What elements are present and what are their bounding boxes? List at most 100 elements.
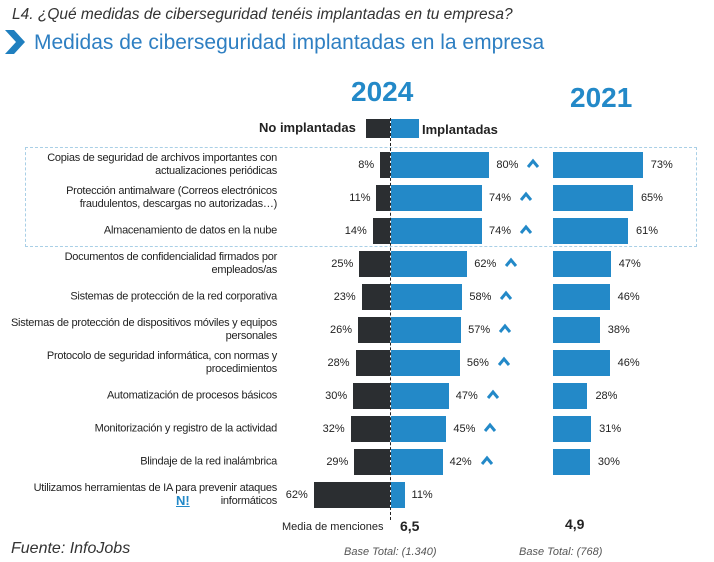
bar-implantadas-2021	[553, 416, 592, 442]
bar-implantadas-2021	[553, 284, 610, 310]
bar-no-implantadas	[353, 383, 390, 409]
value-no-implantadas: 14%	[344, 225, 367, 237]
value-implantadas-2024: 80%	[496, 159, 519, 171]
bar-implantadas-2024	[391, 251, 468, 277]
value-no-implantadas: 26%	[330, 324, 353, 336]
value-implantadas-2021: 30%	[597, 456, 620, 468]
value-no-implantadas: 29%	[326, 456, 349, 468]
row-label: Blindaje de la red inalámbrica	[140, 455, 277, 468]
year-2021: 2021	[570, 82, 633, 113]
bar-implantadas-2021	[553, 449, 590, 475]
bar-implantadas-2024	[391, 218, 483, 244]
chevron-right-icon	[5, 30, 25, 54]
bar-implantadas-2021	[553, 317, 600, 343]
row-label: Documentos de confidencialidad firmados …	[64, 251, 278, 276]
question-text: L4. ¿Qué medidas de ciberseguridad tenéi…	[12, 6, 513, 23]
legend-no-implantadas: No implantadas	[259, 120, 356, 135]
chevron-up-icon	[499, 323, 512, 333]
value-implantadas-2024: 56%	[466, 357, 489, 369]
bar-implantadas-2024	[391, 350, 460, 376]
bar-no-implantadas	[372, 218, 390, 244]
row-label: Protocolo de seguridad informática, con …	[46, 350, 277, 375]
bar-implantadas-2024	[391, 449, 443, 475]
chart-title: Medidas de ciberseguridad implantadas en…	[34, 31, 545, 54]
chevron-up-icon	[520, 191, 533, 201]
legend-swatch-dark	[366, 119, 390, 138]
value-no-implantadas: 32%	[322, 423, 345, 435]
bar-no-implantadas	[380, 152, 390, 178]
value-implantadas-2024: 47%	[455, 390, 478, 402]
value-implantadas-2021: 46%	[617, 357, 640, 369]
chevron-up-icon	[520, 224, 533, 234]
bar-no-implantadas	[361, 284, 390, 310]
value-no-implantadas: 30%	[325, 390, 348, 402]
value-no-implantadas: 62%	[285, 489, 308, 501]
bar-implantadas-2021	[553, 350, 610, 376]
bar-implantadas-2021	[553, 152, 643, 178]
value-no-implantadas: 11%	[349, 192, 371, 204]
value-implantadas-2024: 57%	[468, 324, 491, 336]
chevron-up-icon	[486, 389, 499, 399]
bar-no-implantadas	[355, 350, 390, 376]
chevron-up-icon	[527, 158, 540, 168]
row-label: Automatización de procesos básicos	[106, 389, 277, 402]
row-label: Copias de seguridad de archivos importan…	[47, 152, 277, 177]
media-2024: 6,5	[400, 518, 420, 534]
bar-no-implantadas	[359, 251, 390, 277]
bar-no-implantadas	[358, 317, 390, 343]
year-2024: 2024	[351, 76, 414, 107]
value-implantadas-2024: 74%	[489, 192, 512, 204]
value-implantadas-2021: 38%	[607, 324, 630, 336]
bar-no-implantadas	[376, 185, 390, 211]
bar-implantadas-2024	[391, 383, 449, 409]
value-implantadas-2021: 61%	[636, 225, 659, 237]
bar-no-implantadas	[350, 416, 390, 442]
value-implantadas-2021: 73%	[650, 159, 673, 171]
row-label: Sistemas de protección de dispositivos m…	[10, 317, 277, 342]
chevron-up-icon	[497, 356, 510, 366]
value-implantadas-2021: 31%	[599, 423, 622, 435]
bar-implantadas-2021	[553, 218, 629, 244]
chevron-up-icon	[505, 257, 518, 267]
row-label: Utilizamos herramientas de IA para preve…	[33, 482, 278, 507]
chevron-up-icon	[500, 290, 513, 300]
legend-implantadas: Implantadas	[422, 122, 498, 137]
bar-implantadas-2024	[391, 482, 405, 508]
center-axis	[390, 118, 391, 520]
bar-implantadas-2021	[553, 185, 633, 211]
new-badge: N!	[176, 493, 190, 508]
row-label: Sistemas de protección de la red corpora…	[70, 290, 277, 303]
bar-implantadas-2024	[391, 152, 490, 178]
value-implantadas-2021: 28%	[595, 390, 618, 402]
media-label: Media de menciones	[282, 521, 384, 533]
value-implantadas-2024: 62%	[474, 258, 497, 270]
value-implantadas-2021: 65%	[640, 192, 663, 204]
legend-swatch-blue	[391, 119, 419, 138]
bar-implantadas-2024	[391, 284, 463, 310]
bar-implantadas-2021	[553, 383, 588, 409]
media-2021: 4,9	[565, 516, 585, 532]
bar-implantadas-2024	[391, 317, 462, 343]
row-label: Protección antimalware (Correos electrón…	[66, 185, 277, 210]
row-label: Monitorización y registro de la activida…	[94, 422, 278, 435]
chevron-up-icon	[480, 455, 493, 465]
bar-implantadas-2024	[391, 416, 447, 442]
chevron-up-icon	[484, 422, 497, 432]
base-2021: Base Total: (768)	[519, 546, 603, 558]
value-no-implantadas: 28%	[327, 357, 350, 369]
row-label: Almacenamiento de datos en la nube	[103, 224, 277, 237]
source: Fuente: InfoJobs	[11, 540, 131, 557]
bar-no-implantadas	[354, 449, 390, 475]
value-implantadas-2024: 42%	[449, 456, 472, 468]
value-implantadas-2024: 74%	[489, 225, 512, 237]
bar-implantadas-2024	[391, 185, 483, 211]
value-implantadas-2024: 58%	[469, 291, 492, 303]
value-implantadas-2021: 46%	[617, 291, 640, 303]
value-implantadas-2021: 47%	[618, 258, 641, 270]
bar-implantadas-2021	[553, 251, 611, 277]
value-implantadas-2024: 11%	[411, 489, 433, 501]
value-no-implantadas: 23%	[333, 291, 356, 303]
value-implantadas-2024: 45%	[453, 423, 476, 435]
value-no-implantadas: 25%	[331, 258, 354, 270]
value-no-implantadas: 8%	[358, 159, 375, 171]
